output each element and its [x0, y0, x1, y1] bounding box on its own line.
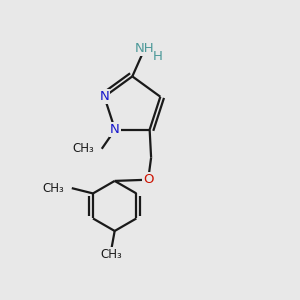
Text: CH₃: CH₃: [43, 182, 64, 195]
Text: NH: NH: [134, 42, 154, 55]
Text: CH₃: CH₃: [101, 248, 123, 261]
Text: O: O: [143, 173, 153, 186]
Text: CH₃: CH₃: [73, 142, 94, 155]
Text: N: N: [100, 90, 109, 103]
Text: H: H: [152, 50, 162, 63]
Text: N: N: [110, 123, 120, 136]
